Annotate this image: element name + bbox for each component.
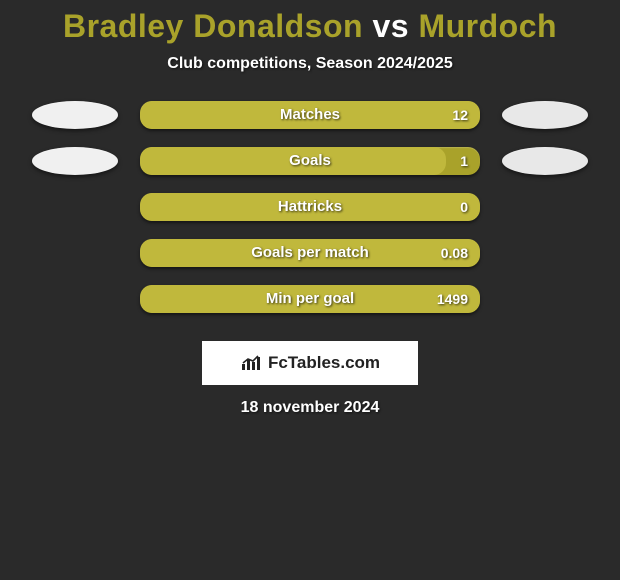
oval-placeholder <box>502 193 588 221</box>
player1-oval <box>32 147 118 175</box>
oval-placeholder <box>32 239 118 267</box>
stats-list: Matches12 Goals1 Hattricks0 Goals per match… <box>0 101 620 313</box>
brand-text: FcTables.com <box>268 353 380 373</box>
stat-row: Min per goal1499 <box>0 285 620 313</box>
oval-placeholder <box>502 285 588 313</box>
stat-bar: Hattricks0 <box>140 193 480 221</box>
date-text: 18 november 2024 <box>0 399 620 417</box>
vs-text: vs <box>372 8 409 44</box>
stat-row: Goals1 <box>0 147 620 175</box>
stat-value: 1 <box>460 147 468 175</box>
oval-placeholder <box>32 285 118 313</box>
subtitle: Club competitions, Season 2024/2025 <box>0 55 620 73</box>
brand-badge: FcTables.com <box>202 341 418 385</box>
stat-bar-fill <box>140 239 480 267</box>
oval-placeholder <box>502 239 588 267</box>
page-title: Bradley Donaldson vs Murdoch <box>0 8 620 45</box>
stat-bar: Goals1 <box>140 147 480 175</box>
comparison-infographic: Bradley Donaldson vs Murdoch Club compet… <box>0 0 620 417</box>
stat-bar-fill <box>140 101 480 129</box>
player2-oval <box>502 147 588 175</box>
stat-bar-fill <box>140 285 480 313</box>
oval-placeholder <box>32 193 118 221</box>
stat-row: Matches12 <box>0 101 620 129</box>
stat-row: Goals per match0.08 <box>0 239 620 267</box>
stat-bar: Goals per match0.08 <box>140 239 480 267</box>
player2-oval <box>502 101 588 129</box>
chart-icon <box>240 354 262 372</box>
stat-row: Hattricks0 <box>0 193 620 221</box>
stat-bar-fill <box>140 147 446 175</box>
stat-bar: Min per goal1499 <box>140 285 480 313</box>
stat-bar: Matches12 <box>140 101 480 129</box>
stat-bar-fill <box>140 193 480 221</box>
player2-name: Murdoch <box>418 8 557 44</box>
player1-name: Bradley Donaldson <box>63 8 363 44</box>
player1-oval <box>32 101 118 129</box>
